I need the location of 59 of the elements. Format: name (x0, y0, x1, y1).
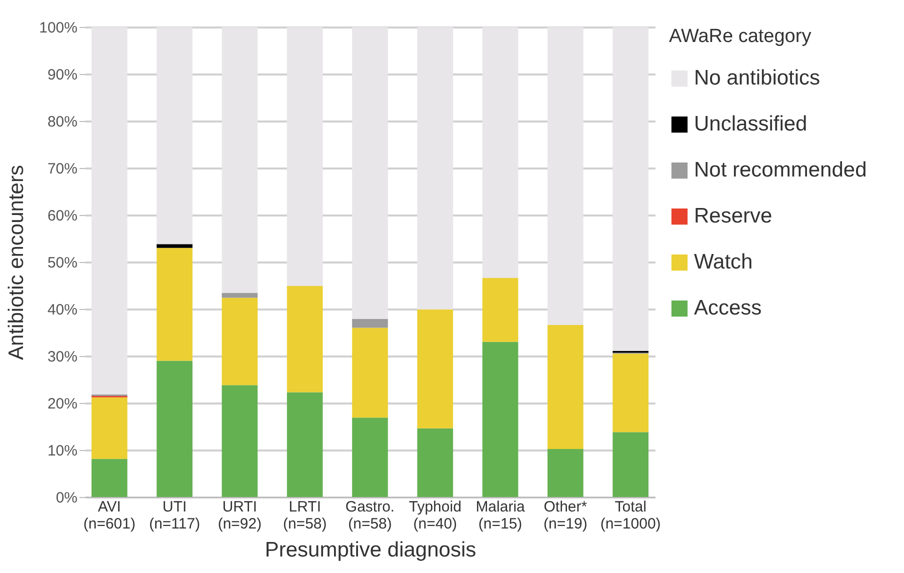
bar (156, 248, 192, 361)
x-tick-label: Other* (n=19) (544, 498, 588, 532)
bar (548, 324, 584, 450)
bar (612, 432, 648, 497)
bar (417, 309, 454, 428)
y-tick-label: 80% (47, 114, 78, 130)
legend-label: Access (694, 296, 762, 320)
x-tick-label: LRTI (n=58) (282, 498, 327, 532)
bar (482, 342, 518, 497)
y-axis-title: Antibiotic encounters (5, 165, 28, 360)
bar (352, 27, 388, 319)
bar (417, 27, 454, 310)
bar (156, 244, 192, 248)
x-tick-label: Gastro. (n=58) (345, 498, 395, 532)
y-tick-label: 30% (47, 348, 78, 366)
y-tick-label: 50% (47, 254, 78, 272)
bar (352, 418, 388, 497)
bar (92, 458, 128, 497)
bar (482, 278, 518, 342)
bar (156, 27, 192, 244)
x-tick-label: Typhoid (n=40) (408, 498, 462, 532)
bar (352, 318, 388, 328)
y-tick-label: 10% (47, 442, 78, 460)
bar (222, 298, 258, 386)
bar (92, 397, 128, 459)
bar (222, 385, 258, 497)
legend-label: Not recommended (694, 158, 867, 182)
bar (417, 428, 454, 497)
bar (286, 27, 323, 286)
legend-label: Watch (694, 250, 753, 274)
bar (352, 328, 388, 418)
y-tick-label: 70% (47, 160, 78, 178)
y-tick-label: 0% (56, 490, 78, 506)
bar (612, 27, 648, 351)
y-tick-label: 100% (39, 20, 78, 36)
y-tick-label: 60% (47, 208, 78, 224)
legend-label: Reserve (694, 204, 772, 228)
x-tick-label: URTI (n=92) (218, 498, 262, 532)
x-tick-label: AVI (n=601) (83, 498, 136, 532)
legend-label: Unclassified (694, 112, 808, 136)
bar (156, 360, 192, 497)
y-tick-label: 40% (47, 302, 78, 318)
bar (222, 293, 258, 298)
bar (286, 286, 323, 392)
bar (286, 392, 323, 497)
bar (222, 27, 258, 294)
x-tick-label: Malaria (n=15) (476, 498, 526, 532)
x-axis-title: Presumptive diagnosis (264, 538, 476, 562)
bar (482, 27, 518, 278)
bar (612, 354, 648, 432)
legend-label: No antibiotics (694, 66, 820, 90)
bar (548, 449, 584, 497)
x-tick-label: Total (n=1000) (600, 498, 661, 532)
y-tick-label: 90% (47, 66, 78, 84)
bar (548, 27, 584, 325)
y-tick-label: 20% (47, 396, 78, 412)
x-tick-label: UTI (n=117) (149, 498, 200, 532)
bar (92, 27, 128, 395)
legend-title: AWaRe category (669, 26, 812, 47)
